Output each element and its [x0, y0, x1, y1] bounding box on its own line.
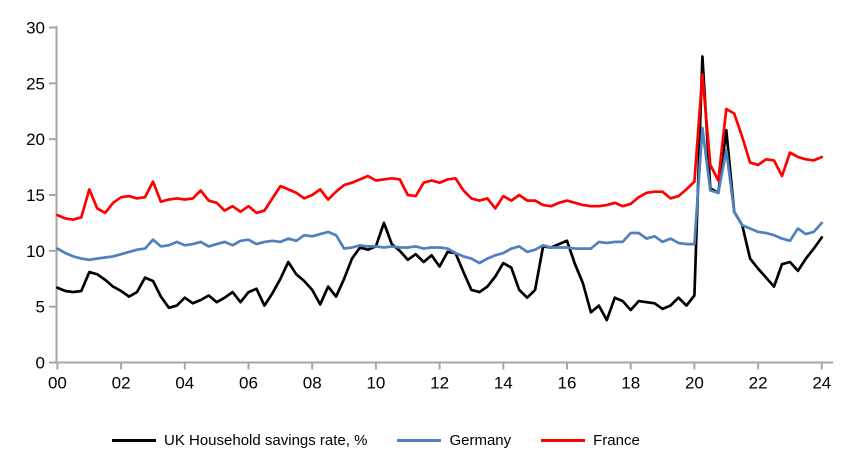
chart-svg: 0 5 10 15 20 25 30 00 02 04 06 08 10 12 14 16 18 20 22 24: [26, 19, 833, 393]
legend-label-uk: UK Household savings rate, %: [164, 431, 368, 449]
y-axis-tick-label: 30: [26, 19, 45, 38]
x-axis-tick-label: 22: [749, 374, 768, 393]
legend-line-swatch-france: [541, 438, 586, 442]
legend-item-france: France: [541, 432, 640, 449]
x-axis-tick-label: 14: [494, 374, 513, 393]
x-axis-tick-label: 18: [621, 374, 640, 393]
x-axis-tick-label: 20: [685, 374, 704, 393]
legend-line-swatch-germany: [397, 438, 442, 442]
x-axis-tick-label: 02: [112, 374, 131, 393]
y-axis-tick-label: 10: [26, 242, 45, 261]
legend-line-swatch-uk: [112, 438, 156, 442]
legend-label-germany: Germany: [449, 431, 512, 449]
series-line-germany: [56, 126, 824, 265]
x-axis-tick-label: 12: [430, 374, 449, 393]
y-axis-tick-label: 0: [36, 354, 45, 373]
x-axis-tick-label: 00: [48, 374, 67, 393]
legend-label-france: France: [593, 431, 640, 449]
legend-item-germany: Germany: [397, 432, 511, 449]
legend-item-uk: UK Household savings rate, %: [112, 432, 367, 449]
chart-legend: UK Household savings rate, % Germany Fra…: [0, 412, 852, 468]
x-axis-tick-label: 04: [175, 374, 194, 393]
series-line-uk-household-savings-rate: [56, 55, 824, 322]
x-axis-tick-label: 24: [812, 374, 831, 393]
x-axis-tick-label: 16: [558, 374, 577, 393]
y-axis-tick-label: 25: [26, 74, 45, 93]
chart-plot-area: 0 5 10 15 20 25 30 00 02 04 06 08 10 12 14 16 18 20 22 24: [26, 19, 833, 393]
y-axis-tick-label: 5: [36, 298, 45, 317]
x-axis-tick-label: 06: [239, 374, 258, 393]
y-axis-tick-label: 15: [26, 186, 45, 205]
x-axis-tick-label: 08: [303, 374, 322, 393]
x-axis-tick-label: 10: [366, 374, 385, 393]
y-axis-tick-label: 20: [26, 130, 45, 149]
series-line-france: [56, 73, 824, 221]
